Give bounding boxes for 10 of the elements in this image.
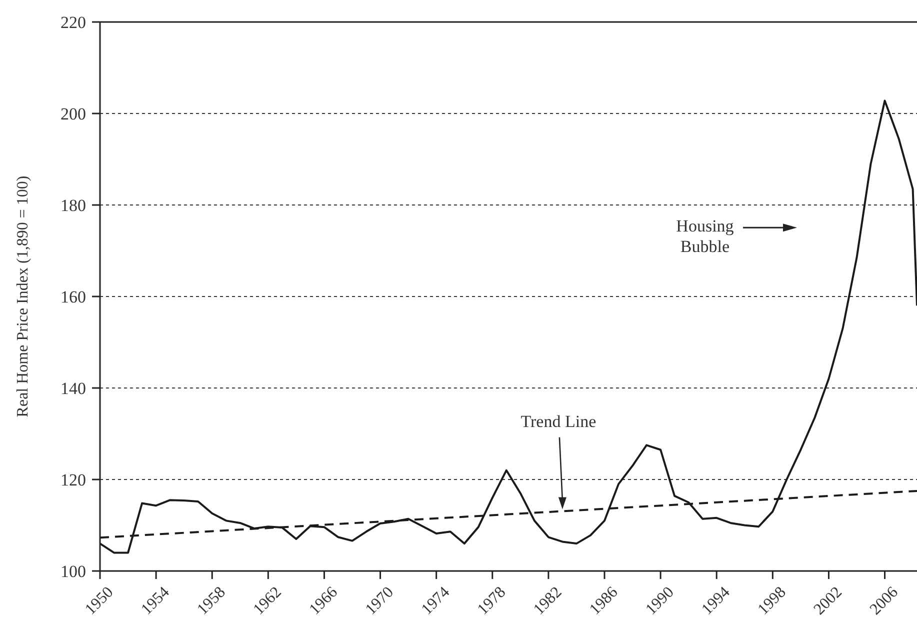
y-tick-label: 180 — [60, 196, 86, 215]
y-tick-label: 120 — [60, 470, 86, 490]
y-tick-label: 140 — [60, 378, 86, 398]
y-tick-label: 200 — [60, 104, 86, 124]
y-tick-label: 220 — [60, 12, 86, 32]
y-tick-label: 100 — [60, 562, 86, 581]
y-tick-label: 160 — [60, 287, 86, 306]
annotation: Trend Line — [520, 412, 596, 432]
y-axis-title: Real Home Price Index (1,890 = 100) — [14, 176, 32, 418]
annotation: Housing Bubble — [676, 216, 734, 256]
